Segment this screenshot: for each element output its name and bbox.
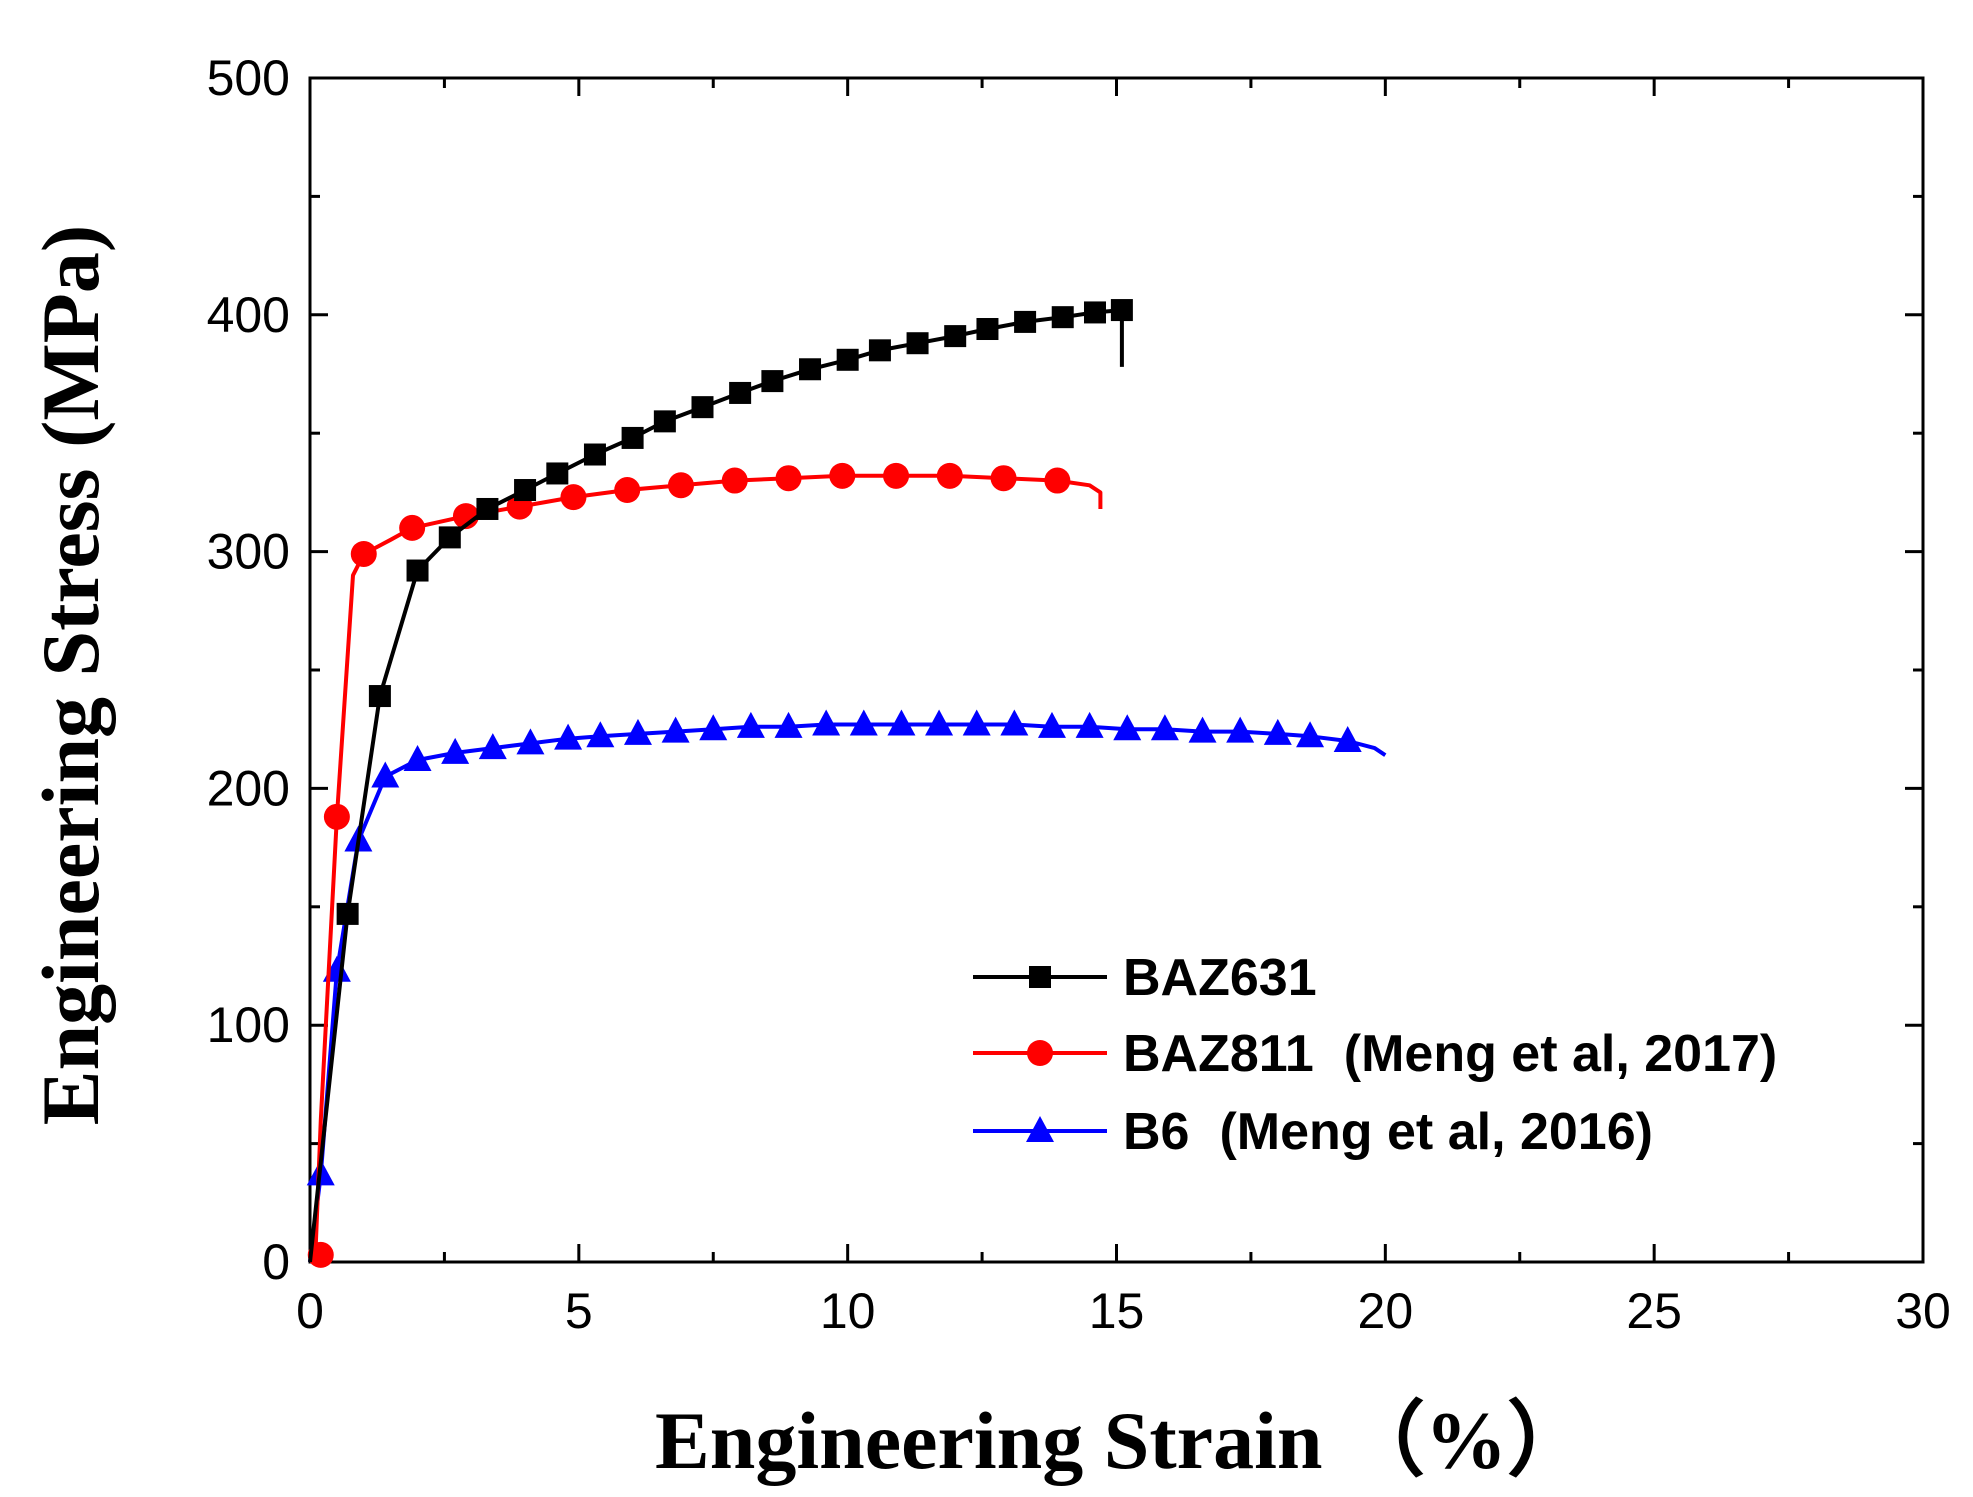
data-point-baz811 bbox=[775, 465, 802, 492]
data-point-baz811 bbox=[829, 462, 856, 489]
data-point-baz631 bbox=[868, 339, 891, 362]
data-point-b6 bbox=[554, 723, 583, 750]
y-tick-label: 500 bbox=[207, 50, 290, 106]
x-tick-label: 30 bbox=[1895, 1283, 1951, 1339]
data-point-b6 bbox=[586, 721, 615, 748]
data-point-b6 bbox=[478, 733, 507, 760]
data-point-b6 bbox=[1226, 716, 1255, 743]
data-point-baz811 bbox=[936, 462, 963, 489]
series-line-baz811 bbox=[308, 473, 1103, 1264]
data-point-baz811 bbox=[614, 477, 641, 504]
plot-frame bbox=[308, 76, 1925, 1264]
data-point-baz631 bbox=[336, 902, 359, 925]
legend-suffix-b6: (Meng et al, 2016) bbox=[1219, 1103, 1652, 1161]
data-point-baz631 bbox=[729, 381, 752, 404]
data-point-b6 bbox=[1150, 714, 1179, 741]
data-point-baz631 bbox=[1014, 310, 1037, 333]
data-point-baz631 bbox=[406, 559, 429, 582]
data-point-b6 bbox=[1037, 711, 1066, 738]
data-point-baz631 bbox=[761, 370, 784, 393]
data-point-b6 bbox=[516, 728, 545, 755]
data-point-b6 bbox=[623, 718, 652, 745]
x-tick-label: 15 bbox=[1089, 1283, 1145, 1339]
series-baz811 bbox=[307, 462, 1103, 1268]
data-point-baz631 bbox=[1051, 306, 1074, 329]
data-point-b6 bbox=[1075, 711, 1104, 738]
y-axis-title: Engineering Stress (MPa) bbox=[25, 225, 116, 1125]
data-point-b6 bbox=[1296, 721, 1325, 748]
series-layer bbox=[306, 299, 1387, 1268]
legend-label-baz811: BAZ811 (Meng et al, 2017) bbox=[1123, 1025, 1777, 1083]
data-point-baz811 bbox=[667, 472, 694, 499]
x-tick-label: 25 bbox=[1626, 1283, 1682, 1339]
legend-label-b6: B6 (Meng et al, 2016) bbox=[1123, 1103, 1653, 1161]
data-point-baz631 bbox=[976, 318, 999, 341]
y-tick-label: 0 bbox=[262, 1234, 290, 1290]
data-point-baz811 bbox=[307, 1241, 334, 1268]
data-point-b6 bbox=[849, 709, 878, 736]
series-baz631 bbox=[308, 299, 1133, 1263]
legend: BAZ631 BAZ811 (Meng et al, 2017) B6 (Meng et… bbox=[973, 949, 1777, 1161]
data-point-b6 bbox=[1188, 716, 1217, 743]
legend-label-baz631: BAZ631 bbox=[1123, 949, 1317, 1007]
data-point-baz631 bbox=[583, 443, 606, 466]
legend-marker-baz631 bbox=[1029, 966, 1051, 988]
data-point-b6 bbox=[371, 761, 400, 788]
data-point-baz811 bbox=[721, 467, 748, 494]
data-point-b6 bbox=[441, 737, 470, 764]
y-tick-label: 400 bbox=[207, 287, 290, 343]
data-point-b6 bbox=[736, 711, 765, 738]
data-point-baz631 bbox=[691, 396, 714, 419]
y-tick-label: 200 bbox=[207, 760, 290, 816]
y-tick-label: 100 bbox=[207, 997, 290, 1053]
data-point-baz631 bbox=[476, 497, 499, 520]
data-point-b6 bbox=[661, 716, 690, 743]
series-line-baz631 bbox=[308, 308, 1124, 1263]
data-point-b6 bbox=[699, 714, 728, 741]
data-point-b6 bbox=[925, 709, 954, 736]
data-point-baz811 bbox=[323, 803, 350, 830]
x-tick-label: 20 bbox=[1358, 1283, 1414, 1339]
legend-suffix-baz811: (Meng et al, 2017) bbox=[1344, 1025, 1777, 1083]
data-point-baz631 bbox=[653, 410, 676, 433]
data-point-b6 bbox=[887, 709, 916, 736]
data-point-b6 bbox=[1113, 714, 1142, 741]
x-axis-title: Engineering Strain （%） bbox=[655, 1395, 1589, 1486]
data-point-baz631 bbox=[368, 685, 391, 708]
data-point-baz631 bbox=[836, 348, 859, 371]
data-point-b6 bbox=[962, 709, 991, 736]
data-point-baz811 bbox=[990, 465, 1017, 492]
data-point-baz811 bbox=[560, 484, 587, 511]
data-point-b6 bbox=[774, 711, 803, 738]
x-tick-label: 5 bbox=[565, 1283, 593, 1339]
data-point-b6 bbox=[1000, 709, 1029, 736]
x-tick-label: 10 bbox=[820, 1283, 876, 1339]
data-point-baz631 bbox=[944, 325, 967, 348]
data-point-baz631 bbox=[621, 426, 644, 449]
legend-marker-baz811 bbox=[1027, 1040, 1053, 1066]
data-point-baz811 bbox=[1044, 467, 1071, 494]
data-point-baz631 bbox=[1083, 301, 1106, 324]
data-point-baz631 bbox=[546, 462, 569, 485]
data-point-baz631 bbox=[514, 479, 537, 502]
data-point-baz811 bbox=[883, 462, 910, 489]
x-tick-label: 0 bbox=[296, 1283, 324, 1339]
data-point-b6 bbox=[1263, 718, 1292, 745]
data-point-b6 bbox=[1333, 726, 1362, 753]
data-point-baz631 bbox=[906, 332, 929, 355]
data-point-baz631 bbox=[799, 358, 822, 381]
data-point-baz811 bbox=[350, 540, 377, 567]
legend-marker-b6 bbox=[1026, 1116, 1054, 1142]
data-point-baz631 bbox=[1110, 299, 1133, 322]
y-tick-label: 300 bbox=[207, 524, 290, 580]
data-point-baz631 bbox=[438, 526, 461, 549]
data-point-b6 bbox=[812, 709, 841, 736]
data-point-b6 bbox=[403, 744, 432, 771]
data-point-baz811 bbox=[399, 514, 426, 541]
